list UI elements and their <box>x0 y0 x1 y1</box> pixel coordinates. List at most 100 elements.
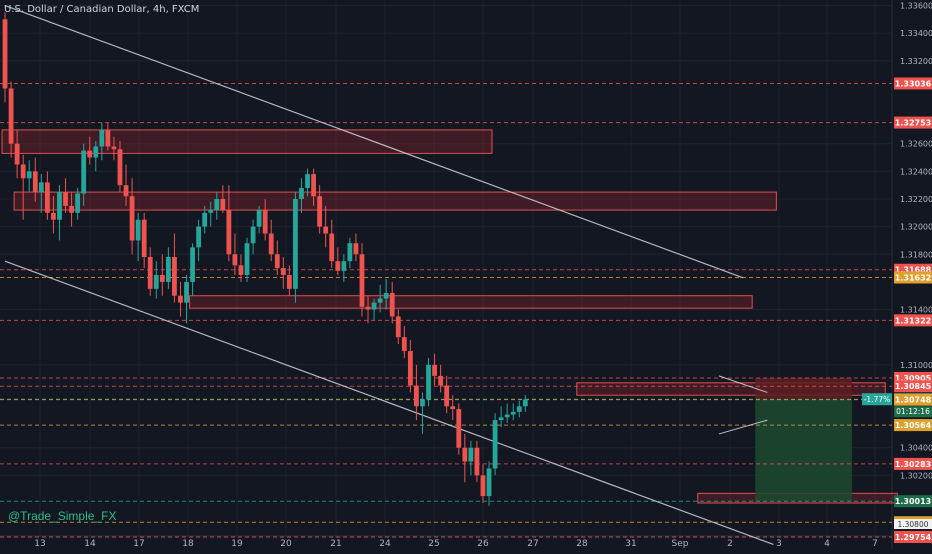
candle-body <box>341 261 347 271</box>
price-level-label: 1.30905 <box>895 374 932 383</box>
candle-body <box>522 399 528 407</box>
price-level-label: 1.30748 <box>895 396 932 405</box>
price-level-label-bg <box>894 531 932 544</box>
candle-body <box>63 192 68 206</box>
candle-body <box>250 226 256 244</box>
candle-body <box>20 164 26 179</box>
y-tick-label: 1.32200 <box>900 195 932 204</box>
resistance-zone <box>1 129 493 154</box>
take-profit-zone <box>755 399 853 502</box>
x-tick-label: 19 <box>231 539 243 549</box>
y-tick-label: 1.32600 <box>900 140 932 149</box>
candle-body <box>8 88 14 144</box>
candle-body <box>474 447 480 476</box>
candle-body <box>111 146 117 150</box>
price-level-label-bg <box>894 77 932 90</box>
x-tick-label: 21 <box>330 539 341 549</box>
price-level-label-bg <box>894 271 932 284</box>
candle-body <box>444 385 450 407</box>
triangle-trendline <box>718 419 768 435</box>
y-tick-label: 1.33600 <box>900 2 932 11</box>
candle-body <box>486 468 492 497</box>
x-tick-label: 3 <box>776 539 782 549</box>
candle-body <box>105 129 111 147</box>
candle-body <box>498 417 504 421</box>
x-tick-label: 31 <box>625 539 636 549</box>
y-tick-label: 1.33400 <box>900 29 932 38</box>
watermark: @Trade_Simple_FX <box>8 509 117 523</box>
candle-body <box>69 205 74 213</box>
candle-body <box>262 210 268 234</box>
candle-body <box>244 243 250 275</box>
x-tick-label: 4 <box>824 539 830 549</box>
candle-body <box>172 257 177 296</box>
candle-body <box>75 193 81 213</box>
candle-body <box>389 292 395 317</box>
candle-body <box>456 409 462 448</box>
candle-body <box>426 364 431 400</box>
candle-body <box>293 198 298 289</box>
candle-body <box>220 198 226 211</box>
candle-body <box>516 406 522 412</box>
candle-body <box>178 295 183 303</box>
price-level-label: 1.30283 <box>895 460 931 469</box>
percent-change-label: -1.77% <box>864 395 891 404</box>
candle-body <box>468 447 474 462</box>
price-level-label: 1.32753 <box>895 119 931 128</box>
x-tick-label: 2 <box>727 539 733 549</box>
candle-body <box>141 219 147 258</box>
candle-body <box>347 243 353 262</box>
price-level-label-bg <box>894 495 932 508</box>
price-level-label: 1.31688 <box>895 266 932 275</box>
candle-body <box>510 411 516 415</box>
price-level-label: 1.33036 <box>895 79 932 88</box>
candle-series <box>2 12 528 506</box>
channel-trendline <box>4 4 744 279</box>
candle-body <box>462 447 468 462</box>
candle-body <box>190 247 195 282</box>
candle-body <box>305 174 310 188</box>
candle-body <box>317 196 323 227</box>
candle-body <box>286 275 292 289</box>
countdown-label: 01:12:16 <box>896 407 930 416</box>
x-tick-label: 25 <box>428 539 439 549</box>
y-tick-label: 1.33200 <box>900 57 932 66</box>
triangle-trendline <box>718 375 768 393</box>
candle-body <box>311 174 316 197</box>
x-tick-label: 17 <box>133 539 144 549</box>
candle-body <box>129 196 135 241</box>
price-level-label: 1.30564 <box>895 421 932 430</box>
price-level-label: 1.31322 <box>895 316 931 325</box>
candle-body <box>401 337 407 352</box>
y-tick-label: 1.31000 <box>900 361 932 370</box>
price-level-label: 1.29754 <box>895 533 932 542</box>
x-tick-label: 13 <box>34 539 45 549</box>
countdown-bg <box>894 406 932 418</box>
candle-body <box>32 171 38 193</box>
candle-body <box>323 226 329 234</box>
candle-body <box>420 399 425 407</box>
candle-body <box>268 233 274 255</box>
candle-body <box>135 219 141 241</box>
y-tick-label: 1.32400 <box>900 167 932 176</box>
y-tick-label: 1.31800 <box>900 250 932 259</box>
candle-body <box>335 261 341 271</box>
candle-body <box>438 375 444 386</box>
x-tick-label: 27 <box>527 539 538 549</box>
candle-body <box>256 210 262 227</box>
candle-body <box>407 351 413 386</box>
candle-body <box>81 150 87 194</box>
extra-price-label: 1.30800 <box>897 520 928 529</box>
candle-body <box>232 254 238 266</box>
x-tick-label: 24 <box>379 539 391 549</box>
price-level-label-bg <box>894 457 932 470</box>
x-tick-label: 14 <box>84 539 96 549</box>
x-tick-label: 28 <box>576 539 588 549</box>
y-tick-label: 1.32000 <box>900 223 932 232</box>
price-level-label-bg <box>894 393 932 406</box>
candle-body <box>274 254 280 269</box>
extra-label-bg <box>894 519 932 529</box>
candle-body <box>432 364 437 376</box>
